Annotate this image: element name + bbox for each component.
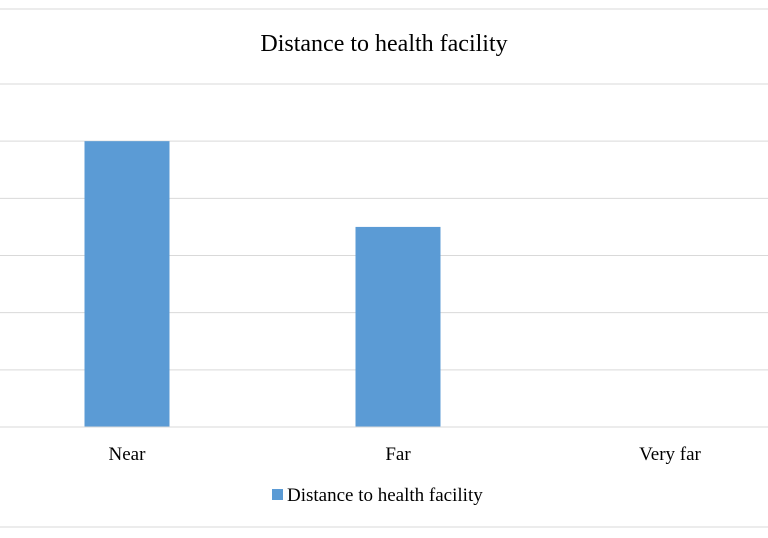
- bars: [84, 141, 441, 427]
- x-tick-label: Very far: [639, 444, 701, 465]
- bar-far: [355, 226, 441, 427]
- legend-label: Distance to health facility: [287, 485, 483, 506]
- x-tick-label: Far: [385, 444, 411, 465]
- chart-title: Distance to health facility: [260, 31, 507, 57]
- bar-near: [84, 141, 170, 427]
- legend: Distance to health facility: [272, 485, 483, 506]
- legend-swatch: [272, 489, 283, 500]
- x-tick-label: Near: [109, 444, 147, 465]
- x-tick-labels: Near Far Very far: [109, 444, 702, 465]
